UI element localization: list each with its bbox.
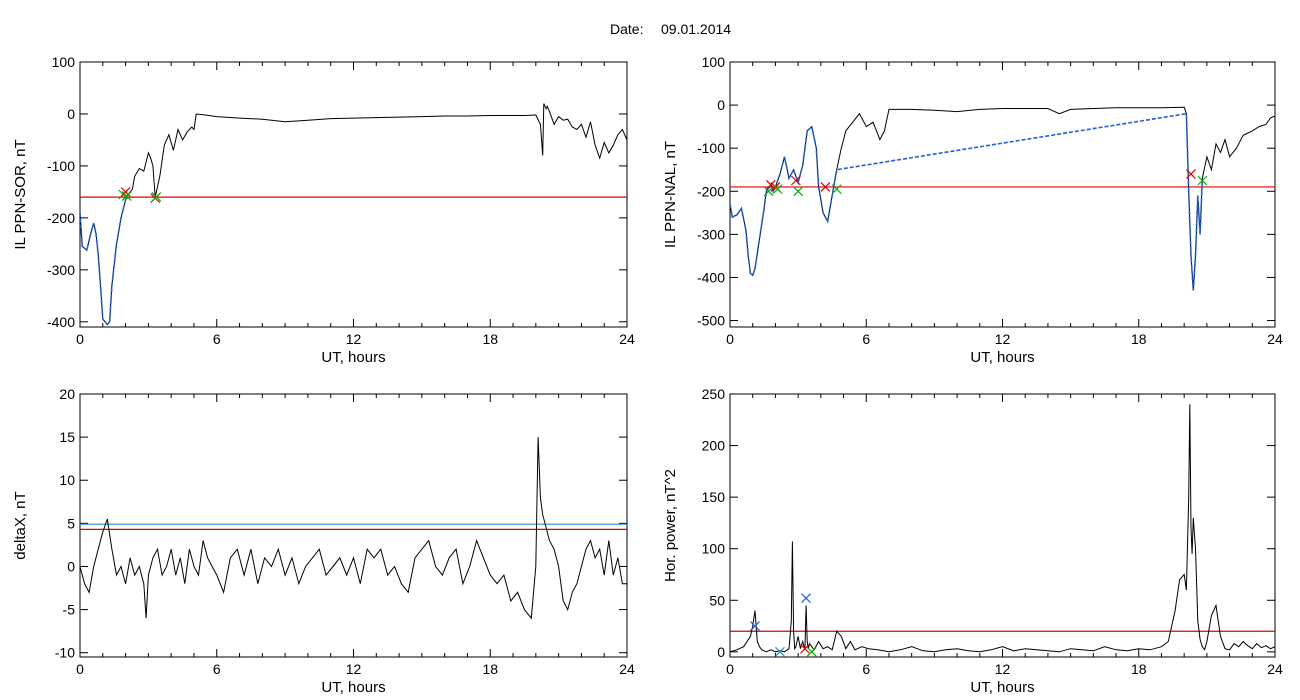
x-tick-label: 24 bbox=[1267, 331, 1283, 347]
y-tick-label: 0 bbox=[67, 106, 75, 122]
y-tick-label: 200 bbox=[702, 438, 726, 454]
y-tick-label: -300 bbox=[697, 226, 725, 242]
y-tick-label: 50 bbox=[709, 592, 725, 608]
y-axis-label: deltaX, nT bbox=[12, 491, 29, 559]
y-tick-label: -300 bbox=[47, 262, 75, 278]
x-axis-label: UT, hours bbox=[321, 679, 385, 696]
x-axis-label: UT, hours bbox=[970, 679, 1034, 696]
y-tick-label: 250 bbox=[702, 386, 726, 402]
y-tick-label: 20 bbox=[59, 386, 75, 402]
x-tick-label: 6 bbox=[213, 661, 221, 677]
y-tick-label: -100 bbox=[47, 158, 75, 174]
x-tick-label: 12 bbox=[346, 331, 362, 347]
x-tick-label: 6 bbox=[862, 331, 870, 347]
x-tick-label: 18 bbox=[1131, 661, 1147, 677]
y-tick-label: -10 bbox=[55, 645, 75, 661]
x-axis-label: UT, hours bbox=[321, 349, 385, 366]
y-tick-label: 0 bbox=[717, 644, 725, 660]
y-tick-label: 150 bbox=[702, 489, 726, 505]
marker-green bbox=[793, 186, 804, 197]
date-value: 09.01.2014 bbox=[661, 21, 731, 37]
y-tick-label: 0 bbox=[717, 97, 725, 113]
y-tick-label: 100 bbox=[702, 541, 726, 557]
marker-blue bbox=[750, 621, 760, 631]
y-tick-label: 0 bbox=[67, 558, 75, 574]
series-line-black bbox=[730, 106, 1275, 291]
x-tick-label: 6 bbox=[862, 661, 870, 677]
x-tick-label: 0 bbox=[76, 331, 84, 347]
plot-area bbox=[80, 103, 627, 326]
x-tick-label: 18 bbox=[1131, 331, 1147, 347]
marker-green bbox=[151, 192, 162, 203]
series-line-black bbox=[80, 103, 627, 326]
plot-frame bbox=[79, 61, 628, 328]
y-tick-label: -400 bbox=[47, 314, 75, 330]
x-tick-label: 24 bbox=[619, 331, 635, 347]
series-line-blue bbox=[80, 194, 129, 326]
x-tick-label: 24 bbox=[1267, 661, 1283, 677]
marker-green bbox=[121, 191, 132, 201]
x-tick-label: 24 bbox=[619, 661, 635, 677]
x-tick-label: 0 bbox=[76, 661, 84, 677]
x-axis-label: UT, hours bbox=[970, 349, 1034, 366]
marker-red bbox=[800, 643, 810, 654]
date-label: Date: bbox=[610, 21, 643, 37]
series-line-black bbox=[80, 437, 627, 620]
series-line-blue bbox=[730, 112, 1204, 291]
chart-panel-4: 0 6 12 18 24 250 200 150 100 50 0 UT, hours Hor. pow… bbox=[662, 386, 1283, 696]
y-tick-label: 100 bbox=[52, 54, 76, 70]
marker-red bbox=[1186, 169, 1196, 179]
marker-red bbox=[820, 182, 831, 192]
x-tick-label: 6 bbox=[213, 331, 221, 347]
plot-area bbox=[80, 437, 627, 620]
y-tick-label: 10 bbox=[59, 472, 75, 488]
y-tick-label: 15 bbox=[59, 429, 75, 445]
plot-frame bbox=[79, 393, 628, 658]
y-axis-label: IL PPN-SOR, nT bbox=[12, 139, 29, 249]
chart-panel-2: 0 6 12 18 24 100 0 -100 -200 -300 -400 -500 UT, hour… bbox=[662, 54, 1283, 366]
marker-red bbox=[790, 175, 801, 186]
plot-area bbox=[730, 404, 1275, 653]
x-tick-label: 12 bbox=[346, 661, 362, 677]
marker-green bbox=[806, 646, 817, 657]
x-tick-label: 12 bbox=[995, 661, 1011, 677]
marker-green bbox=[831, 184, 842, 195]
y-axis-label: IL PPN-NAL, nT bbox=[662, 141, 679, 248]
chart-panel-3: 0 6 12 18 24 20 15 10 5 0 -5 -10 UT, hours deltaX, nT bbox=[12, 386, 635, 696]
y-tick-label: -200 bbox=[47, 210, 75, 226]
y-tick-label: 5 bbox=[67, 515, 75, 531]
y-tick-label: -500 bbox=[697, 313, 725, 329]
marker-green bbox=[772, 184, 783, 195]
y-tick-label: -200 bbox=[697, 183, 725, 199]
x-tick-label: 0 bbox=[726, 331, 734, 347]
y-axis-label: Hor. power, nT^2 bbox=[662, 469, 679, 582]
x-tick-label: 18 bbox=[482, 331, 498, 347]
marker-cyan bbox=[775, 646, 785, 657]
marker-green bbox=[1197, 175, 1208, 186]
marker-blue bbox=[801, 593, 811, 604]
plot-area bbox=[730, 106, 1275, 291]
chart-panel-1: 0 6 12 18 24 100 0 -100 -200 -300 -400 UT, hours IL … bbox=[12, 54, 635, 366]
x-tick-label: 18 bbox=[482, 661, 498, 677]
x-tick-label: 0 bbox=[726, 661, 734, 677]
y-tick-label: 100 bbox=[702, 54, 726, 70]
series-line-black bbox=[730, 404, 1275, 653]
y-tick-label: -100 bbox=[697, 140, 725, 156]
marker-green bbox=[763, 186, 774, 197]
x-tick-label: 12 bbox=[995, 331, 1011, 347]
y-tick-label: -400 bbox=[697, 269, 725, 285]
y-tick-label: -5 bbox=[63, 602, 76, 618]
